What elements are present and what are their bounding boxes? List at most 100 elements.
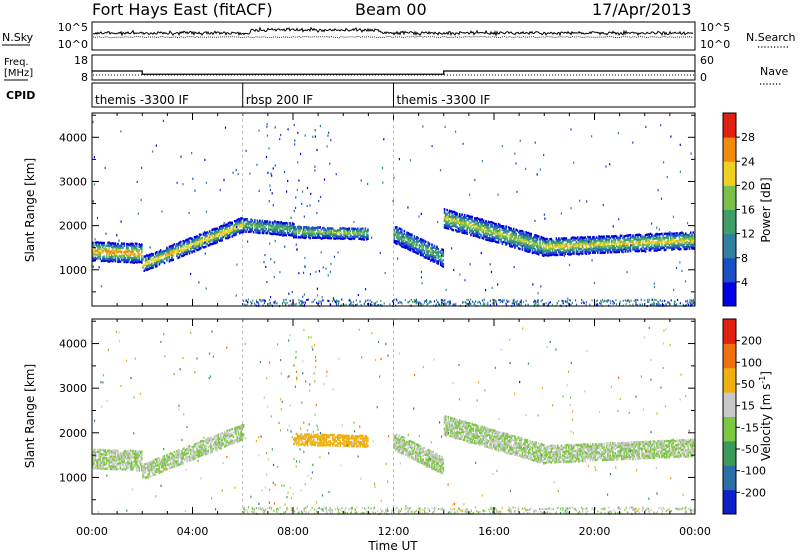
power-cell [232, 230, 235, 233]
power-cell [222, 230, 225, 233]
power-cell [130, 258, 133, 262]
velocity-cell [167, 458, 169, 461]
velocity-cell [127, 450, 129, 453]
power-cell [99, 253, 102, 257]
power-cell [301, 233, 304, 237]
power-cell [225, 233, 227, 236]
power-cell [407, 239, 409, 243]
power-cell [564, 237, 566, 240]
power-cell [414, 237, 417, 240]
power-cell [411, 235, 413, 239]
power-cell [225, 223, 227, 226]
power-cell [630, 240, 633, 243]
power-cell [92, 249, 94, 252]
power-cell [683, 245, 686, 249]
power-cell [195, 247, 197, 250]
power-cell [536, 242, 539, 246]
power-cell [146, 258, 148, 262]
power-cell [198, 241, 201, 245]
power-cell [115, 254, 118, 257]
power-cell [406, 237, 408, 240]
power-cell [326, 234, 329, 237]
power-cell [491, 225, 494, 229]
power-cell [314, 228, 316, 232]
power-cell [236, 263, 238, 266]
power-cell [521, 248, 524, 251]
power-cell [217, 236, 220, 239]
power-cell [329, 237, 332, 240]
power-cell [497, 237, 500, 241]
power-cell [419, 304, 421, 307]
power-cell [527, 246, 530, 249]
power-cell [614, 238, 617, 242]
power-cell [429, 247, 432, 250]
power-cell [110, 250, 113, 253]
power-cell [451, 225, 453, 228]
power-cell [244, 228, 246, 232]
velocity-cell [151, 464, 153, 467]
power-cell [429, 259, 432, 262]
power-cell [578, 253, 580, 256]
power-cell [476, 216, 479, 220]
power-cell [537, 250, 540, 254]
power-cell [284, 245, 286, 248]
power-cell [688, 239, 691, 243]
power-cell [620, 240, 623, 243]
velocity-cell [198, 454, 201, 458]
power-cell [316, 148, 318, 152]
power-cell [639, 242, 642, 245]
velocity-cell [144, 467, 147, 470]
power-cell [319, 124, 322, 128]
velocity-cell [163, 461, 166, 464]
power-cell [576, 242, 579, 245]
power-cell [132, 257, 134, 260]
power-cell [683, 242, 686, 245]
power-cell [490, 233, 492, 236]
velocity-cell [105, 457, 108, 460]
velocity-cell [130, 460, 133, 464]
velocity-cell [360, 434, 363, 438]
power-cell [437, 260, 440, 263]
velocity-cell [109, 465, 112, 469]
power-cell [316, 211, 318, 215]
velocity-cell [230, 438, 232, 441]
power-cell [510, 245, 512, 248]
power-cell [261, 223, 264, 227]
freq-frame [91, 54, 696, 81]
power-cell [303, 215, 305, 218]
power-cell [633, 248, 636, 251]
power-cell [331, 300, 333, 303]
power-cell [679, 239, 682, 243]
power-cell [282, 222, 285, 225]
power-cell [600, 249, 603, 252]
velocity-cell [345, 434, 348, 437]
velocity-cell [99, 448, 102, 452]
velocity-cell [236, 426, 239, 429]
power-cell [622, 237, 624, 240]
power-cell [461, 225, 463, 228]
power-cell [519, 300, 521, 303]
power-cell [163, 251, 166, 255]
power-cell [245, 222, 247, 225]
power-cell [477, 301, 479, 304]
power-cell [172, 250, 174, 253]
power-cell [600, 245, 603, 249]
velocity-cell [151, 466, 153, 469]
power-cell [92, 241, 94, 245]
power-cell [304, 226, 306, 229]
power-cell [291, 222, 294, 225]
power-cell [549, 253, 551, 257]
power-cell [281, 302, 284, 305]
power-cell [133, 258, 136, 262]
velocity-cell [294, 437, 296, 440]
power-cell [574, 246, 576, 250]
velocity-cell [152, 473, 154, 477]
power-cell [398, 227, 401, 230]
power-cell [541, 254, 544, 257]
velocity-cell [333, 438, 335, 441]
velocity-cell [358, 443, 360, 446]
power-cell [213, 227, 216, 231]
velocity-cell [176, 462, 178, 465]
power-cell [92, 265, 94, 268]
power-cell [542, 248, 545, 252]
